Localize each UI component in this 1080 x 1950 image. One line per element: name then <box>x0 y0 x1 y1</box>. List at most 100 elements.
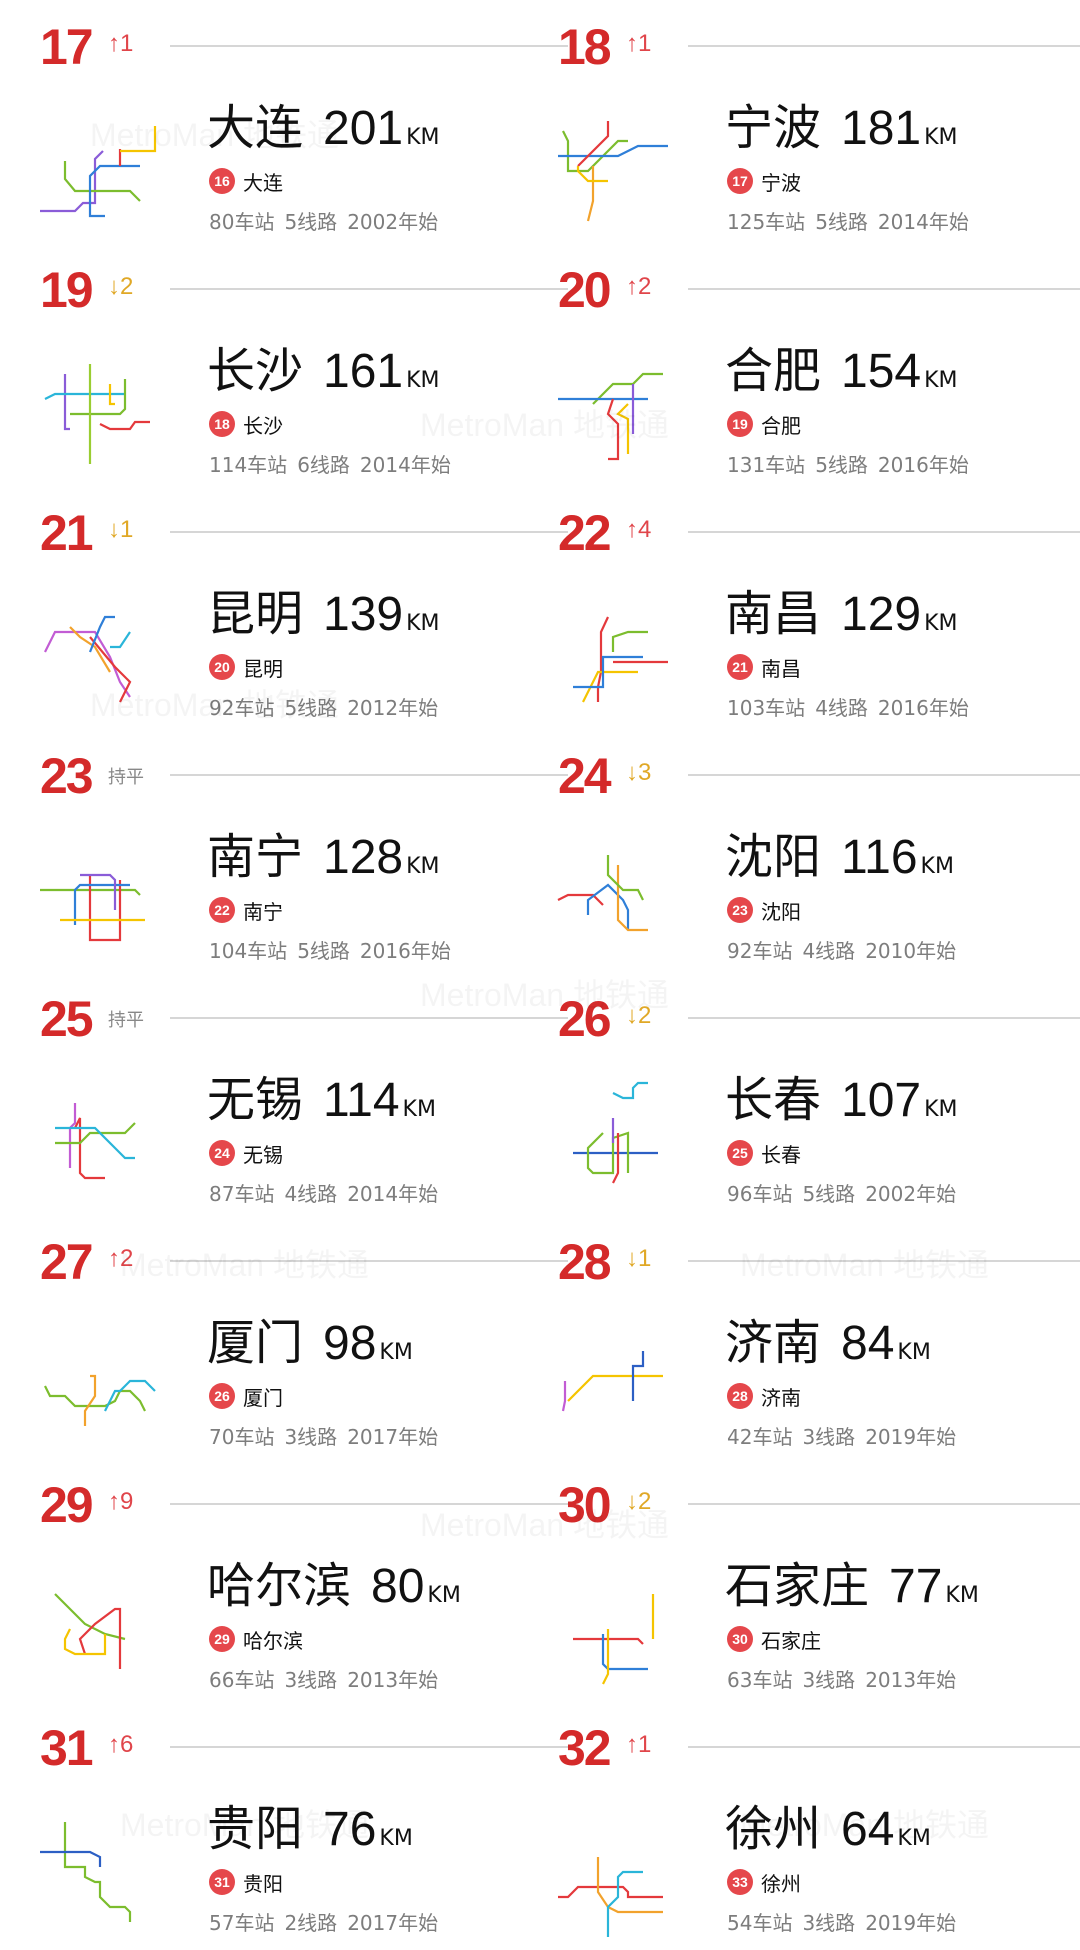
city-entry[interactable]: 17 ↑1 大连 201 KM 16 大连 80车站 5线路 2002年始 <box>40 6 580 249</box>
city-entry[interactable]: 24 ↓3 沈阳 116 KM 23 沈阳 92车站 4线路 2010年始 <box>557 735 1080 978</box>
network-length: 76 <box>323 1803 377 1856</box>
metro-line-green <box>70 379 127 416</box>
city-entry[interactable]: 32 ↑1 徐州 64 KM 33 徐州 54车站 3线路 2019年始 <box>558 1707 1080 1950</box>
city-entry[interactable]: 31 ↑6 贵阳 76 KM 31 贵阳 57车站 2线路 2017年始 <box>40 1707 580 1950</box>
line-count: 5线路 <box>297 939 350 963</box>
station-count: 114车站 <box>209 453 288 477</box>
network-length: 154 <box>841 345 922 398</box>
city-entry[interactable]: 18 ↑1 宁波 181 KM 17 宁波 125车站 5线路 2014年始 <box>558 6 1080 249</box>
length-unit: KM <box>427 1583 461 1608</box>
city-title: 南昌 129 KM <box>725 574 958 644</box>
previous-rank-badge: 30 <box>727 1626 753 1652</box>
metro-map-thumbnail <box>40 126 157 218</box>
city-entry[interactable]: 22 ↑4 南昌 129 KM 21 南昌 103车站 4线路 2016年始 <box>558 492 1080 735</box>
city-name: 长春 <box>725 1072 822 1128</box>
network-length: 84 <box>841 1317 895 1370</box>
metro-line-magenta <box>68 1103 77 1168</box>
city-name: 昆明 <box>207 586 304 642</box>
previous-rank-badge: 28 <box>727 1383 753 1409</box>
city-entry[interactable]: 21 ↓1 昆明 139 KM 20 昆明 92车站 5线路 2012年始 <box>40 492 580 735</box>
length-unit: KM <box>406 854 440 879</box>
city-stats: 54车站 3线路 2019年始 <box>727 1907 966 1936</box>
city-entry[interactable]: 23 持平 南宁 128 KM 22 南宁 104车站 5线路 2016年始 <box>40 735 580 978</box>
city-entry[interactable]: 25 持平 无锡 114 KM 24 无锡 87车站 4线路 2014年始 <box>40 978 580 1221</box>
rank-number: 20 <box>558 262 612 318</box>
city-title: 石家庄 77 KM <box>725 1546 979 1616</box>
network-length: 80 <box>371 1560 425 1613</box>
city-entry[interactable]: 30 ↓2 石家庄 77 KM 30 石家庄 63车站 3线路 2013年始 <box>558 1464 1080 1707</box>
city-name: 哈尔滨 <box>207 1558 352 1614</box>
divider <box>688 1017 1080 1019</box>
metro-line-yellow <box>616 403 630 454</box>
city-entry[interactable]: 26 ↓2 长春 107 KM 25 长春 96车站 5线路 2002年始 <box>558 978 1080 1221</box>
divider <box>688 531 1080 533</box>
city-stats: 80车站 5线路 2002年始 <box>209 206 448 235</box>
city-name: 贵阳 <box>207 1801 304 1857</box>
opening-year: 2019年始 <box>865 1911 957 1935</box>
badge-city-name: 徐州 <box>761 1872 801 1896</box>
metro-map-thumbnail <box>40 1822 132 1922</box>
rank-number: 29 <box>40 1477 94 1533</box>
opening-year: 2010年始 <box>865 939 957 963</box>
opening-year: 2002年始 <box>347 210 439 234</box>
opening-year: 2013年始 <box>347 1668 439 1692</box>
badge-city-name: 合肥 <box>761 414 801 438</box>
city-entry[interactable]: 27 ↑2 厦门 98 KM 26 厦门 70车站 3线路 2017年始 <box>40 1221 580 1464</box>
metro-map-thumbnail <box>573 1594 655 1685</box>
city-entry[interactable]: 20 ↑2 合肥 154 KM 19 合肥 131车站 5线路 2016年始 <box>558 249 1080 492</box>
previous-rank-badge: 17 <box>727 168 753 194</box>
city-entry[interactable]: 28 ↓1 济南 84 KM 28 济南 42车站 3线路 2019年始 <box>558 1221 1080 1464</box>
station-count: 80车站 <box>209 210 275 234</box>
divider <box>688 774 1080 776</box>
length-unit: KM <box>406 611 440 636</box>
metro-map-thumbnail <box>558 1857 663 1937</box>
badge-city-name: 贵阳 <box>243 1872 283 1896</box>
station-count: 125车站 <box>727 210 806 234</box>
city-stats: 66车站 3线路 2013年始 <box>209 1664 448 1693</box>
city-name: 南宁 <box>207 829 304 885</box>
city-stats: 125车站 5线路 2014年始 <box>727 206 979 235</box>
city-stats: 87车站 4线路 2014年始 <box>209 1178 448 1207</box>
line-count: 3线路 <box>802 1425 856 1449</box>
city-title: 大连 201 KM <box>207 88 440 158</box>
metro-line-orange <box>69 626 111 673</box>
metro-line-red <box>606 398 620 461</box>
city-title: 济南 84 KM <box>725 1303 931 1373</box>
rank-number: 22 <box>558 505 612 561</box>
badge-city-name: 沈阳 <box>761 900 801 924</box>
metro-line-green <box>63 161 141 202</box>
network-length: 98 <box>323 1317 377 1370</box>
city-stats: 70车站 3线路 2017年始 <box>209 1421 448 1450</box>
city-name: 合肥 <box>725 343 822 399</box>
city-title: 哈尔滨 80 KM <box>207 1546 461 1616</box>
network-length: 181 <box>841 102 922 155</box>
divider <box>688 288 1080 290</box>
opening-year: 2017年始 <box>347 1425 439 1449</box>
metro-line-red <box>78 1607 122 1669</box>
rank-change: ↑4 <box>626 516 652 543</box>
metro-line-green <box>55 1122 136 1145</box>
rank-change: ↑2 <box>108 1245 134 1272</box>
city-entry[interactable]: 19 ↓2 长沙 161 KM 18 长沙 114车站 6线路 2014年始 <box>40 249 580 492</box>
network-length: 64 <box>841 1803 895 1856</box>
metro-line-navy <box>40 1850 102 1867</box>
badge-city-name: 大连 <box>243 171 283 195</box>
previous-rank-badge: 19 <box>727 411 753 437</box>
length-unit: KM <box>406 368 440 393</box>
station-count: 103车站 <box>727 696 806 720</box>
divider <box>688 1260 1080 1262</box>
station-count: 57车站 <box>209 1911 275 1935</box>
previous-rank-badge: 29 <box>209 1626 235 1652</box>
metro-map-thumbnail <box>55 1103 136 1180</box>
line-count: 4线路 <box>815 696 868 720</box>
city-stats: 103车站 4线路 2016年始 <box>727 692 979 721</box>
metro-line-yellow <box>582 670 638 703</box>
line-count: 3线路 <box>284 1668 338 1692</box>
city-entry[interactable]: 29 ↑9 哈尔滨 80 KM 29 哈尔滨 66车站 3线路 2013年始 <box>40 1464 580 1707</box>
length-unit: KM <box>897 1826 931 1851</box>
city-title: 徐州 64 KM <box>725 1789 931 1859</box>
metro-line-navy <box>631 1351 645 1401</box>
city-stats: 96车站 5线路 2002年始 <box>727 1178 966 1207</box>
metro-line-green <box>562 130 628 173</box>
line-count: 5线路 <box>802 1182 856 1206</box>
